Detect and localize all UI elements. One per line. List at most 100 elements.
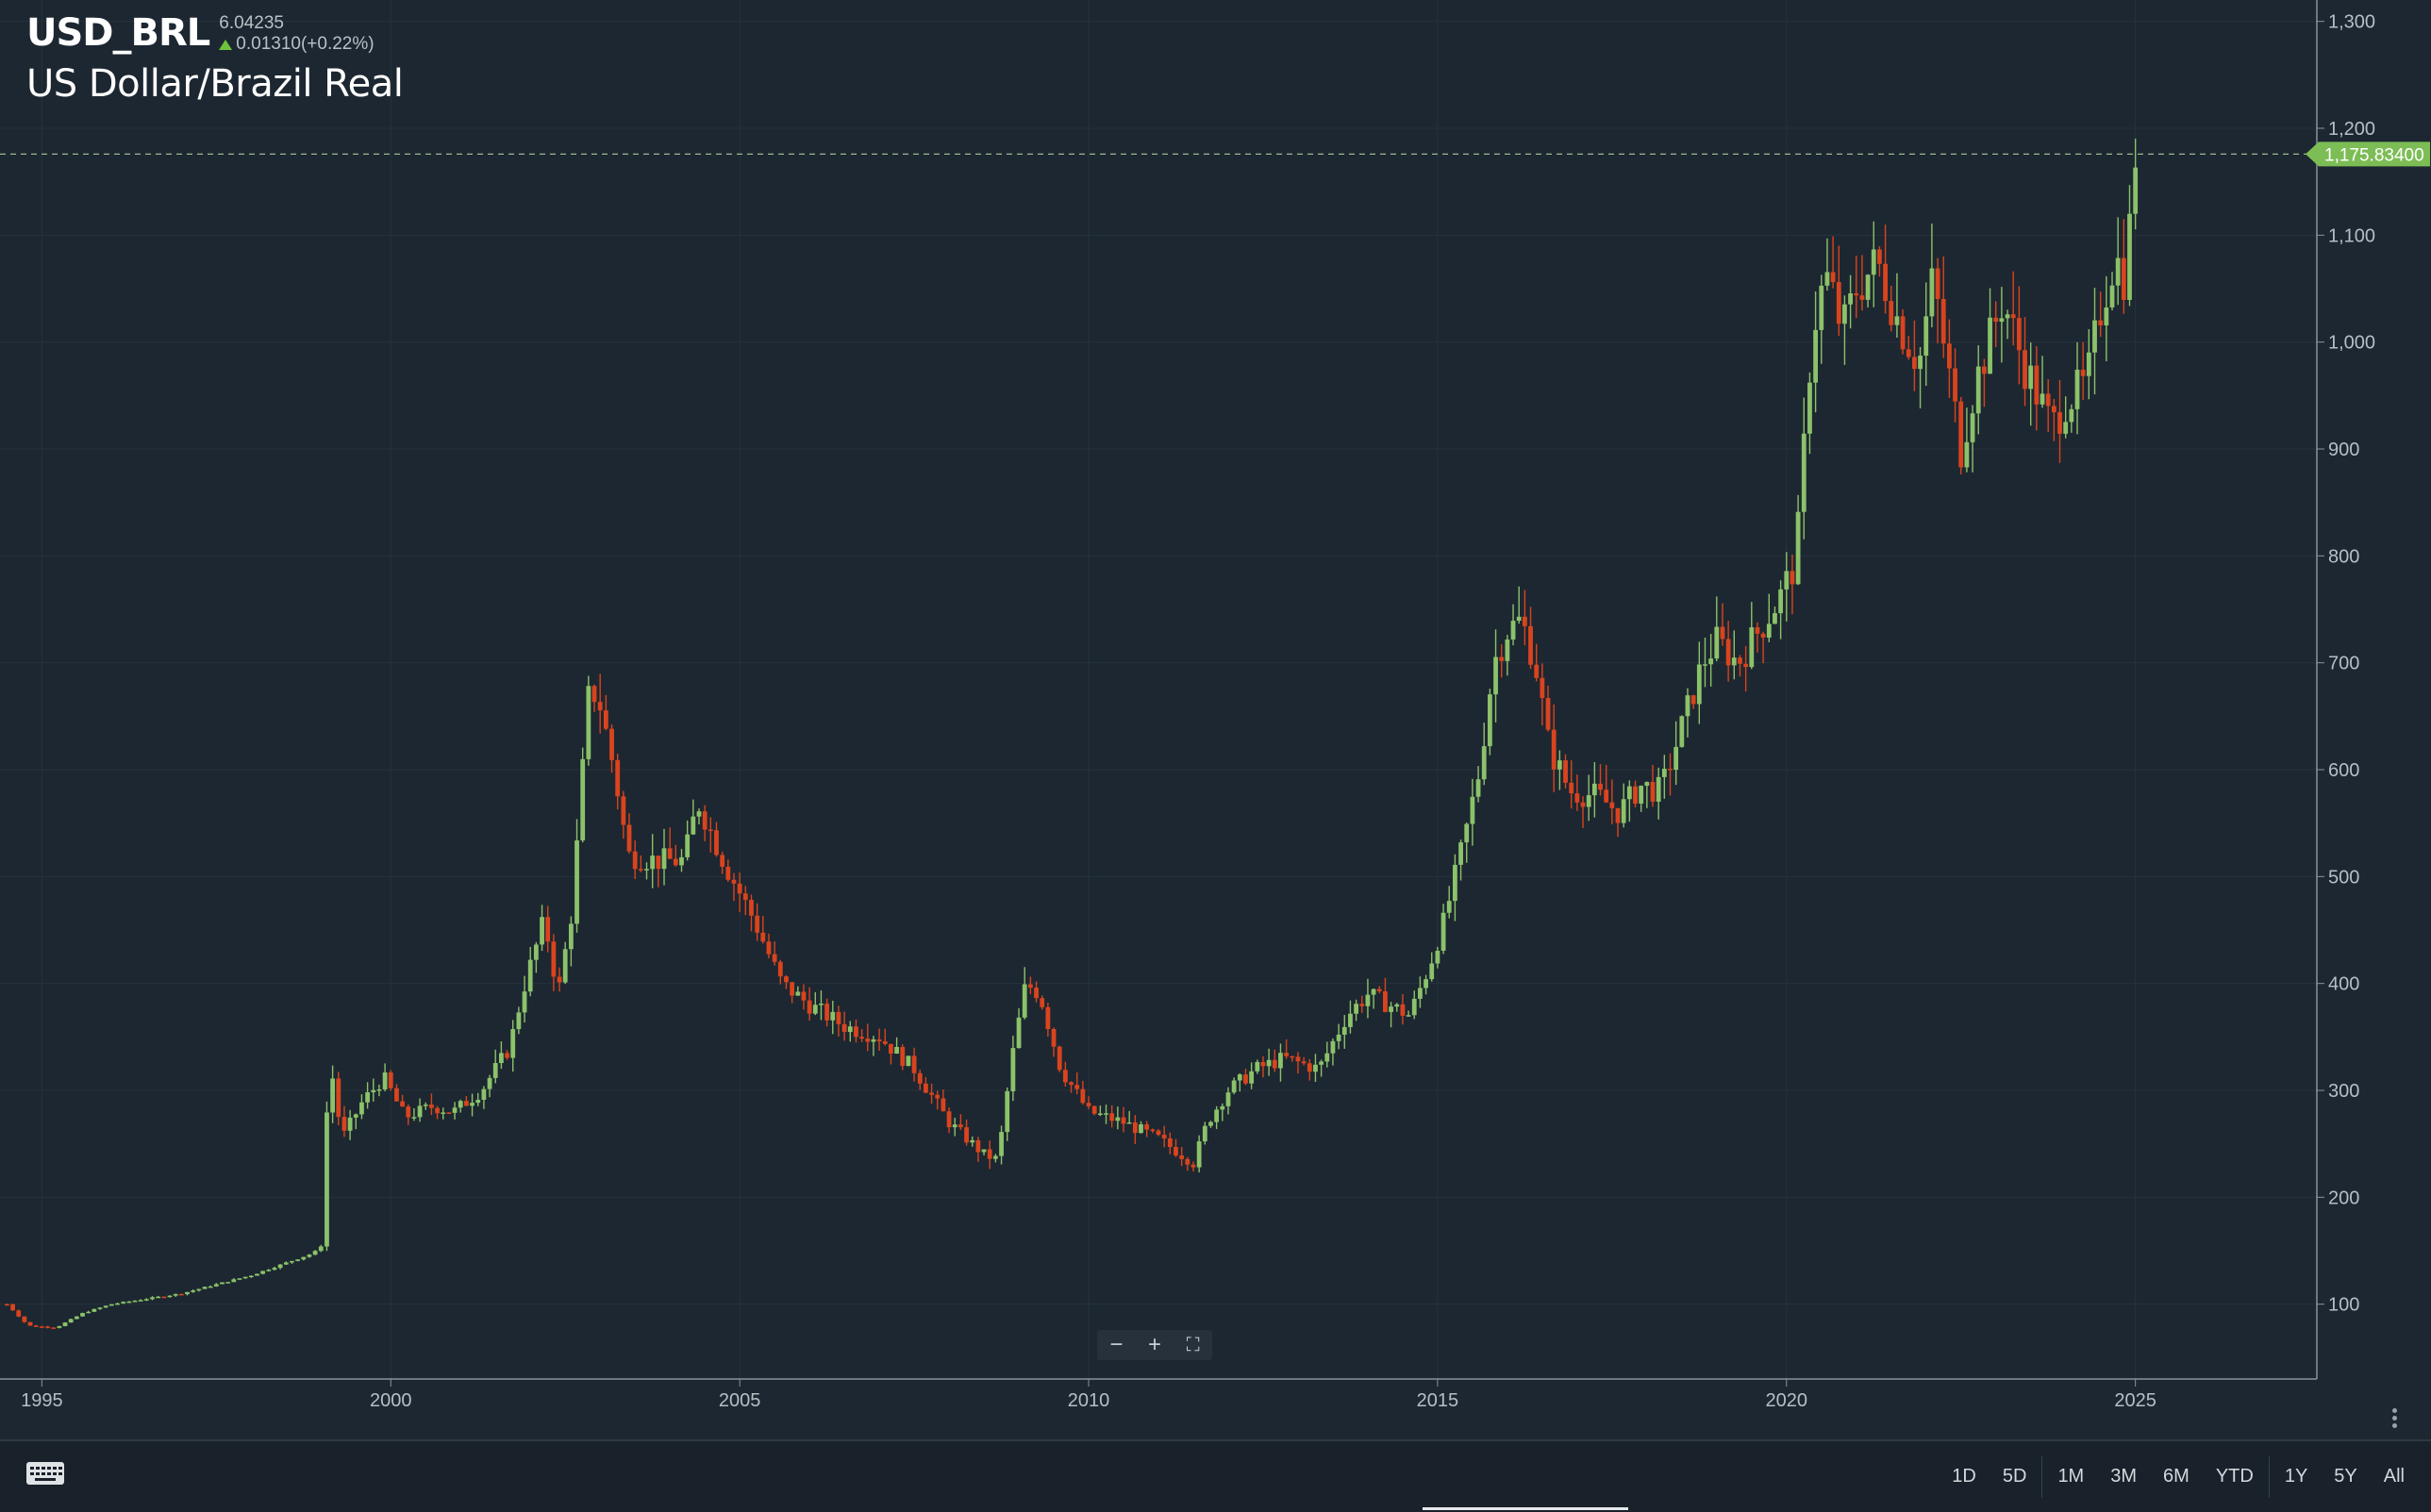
candle-body <box>1022 984 1027 1018</box>
candle-body <box>679 856 684 866</box>
candle-body <box>33 1325 39 1327</box>
candle-body <box>470 1103 475 1106</box>
candle-body <box>1505 639 1510 661</box>
y-tick-label: 1,100 <box>2328 225 2375 246</box>
candle-body <box>295 1259 301 1261</box>
range-button-1y[interactable]: 1Y <box>2284 1466 2308 1487</box>
candle-body <box>1813 329 1819 383</box>
candle-body <box>97 1307 103 1309</box>
candle-body <box>1330 1040 1336 1054</box>
candle-body <box>1656 776 1661 802</box>
candle-body <box>27 1321 33 1326</box>
y-tick-label: 100 <box>2328 1295 2359 1316</box>
y-tick-label: 400 <box>2328 974 2359 995</box>
candle-body <box>1080 1088 1086 1104</box>
range-button-1d[interactable]: 1D <box>1952 1466 1976 1487</box>
range-button-3m[interactable]: 3M <box>2110 1466 2138 1487</box>
candle-body <box>1940 298 1946 344</box>
candle-body <box>1266 1059 1272 1067</box>
candle-body <box>603 710 608 729</box>
candle-body <box>1196 1141 1202 1168</box>
candle-body <box>16 1310 22 1317</box>
price-chart[interactable]: 100 200 300 400 500 600 700 800 900 1,000 1,100 1,2… <box>0 0 2431 1439</box>
candle-body <box>272 1268 277 1271</box>
candle-body <box>1743 663 1749 668</box>
candle-body <box>86 1311 92 1314</box>
candle-body <box>2034 365 2040 405</box>
more-options-icon[interactable] <box>2392 1408 2398 1431</box>
candle-body <box>917 1072 923 1084</box>
candle-body <box>185 1291 190 1295</box>
candle-body <box>2057 412 2062 434</box>
candle-body <box>103 1305 108 1308</box>
candle-body <box>533 944 539 960</box>
candle-body <box>946 1111 952 1128</box>
candle-body <box>626 824 632 852</box>
candle-body <box>2040 393 2045 405</box>
candle-body <box>62 1322 68 1326</box>
candle-body <box>882 1040 888 1044</box>
candle-body <box>1429 963 1435 980</box>
zoom-out-button[interactable]: − <box>1109 1332 1124 1357</box>
candle-body <box>1889 301 1894 325</box>
range-button-all[interactable]: All <box>2383 1466 2405 1487</box>
candle-body <box>423 1105 428 1106</box>
candle-body <box>1731 657 1737 666</box>
candle-body <box>2051 406 2056 413</box>
candle-body <box>812 1005 818 1014</box>
last-price-box <box>2319 141 2430 167</box>
candle-body <box>510 1029 516 1058</box>
zoom-in-button[interactable]: + <box>1148 1332 1162 1357</box>
y-tick-label: 600 <box>2328 760 2359 781</box>
candle-body <box>1126 1122 1132 1124</box>
range-button-6m[interactable]: 6M <box>2163 1466 2190 1487</box>
candle-body <box>1150 1129 1156 1132</box>
range-button-5y[interactable]: 5Y <box>2334 1466 2357 1487</box>
candle-body <box>10 1304 15 1311</box>
candle-body <box>1510 621 1516 640</box>
candle-body <box>1644 782 1650 787</box>
candle-body <box>859 1037 865 1039</box>
last-price-label: 1,175.83400 <box>2324 145 2424 165</box>
candle-body <box>406 1106 411 1118</box>
range-button-ytd[interactable]: YTD <box>2215 1466 2254 1487</box>
candle-body <box>696 811 702 817</box>
candle-body <box>1545 698 1551 730</box>
candle-body <box>1586 795 1591 807</box>
candle-body <box>1650 782 1656 802</box>
candle-body <box>644 869 649 871</box>
candle-body <box>255 1273 259 1276</box>
candle-body <box>318 1246 324 1252</box>
candle-body <box>777 961 783 977</box>
range-button-1m[interactable]: 1M <box>2057 1466 2085 1487</box>
candle-body <box>615 759 621 797</box>
candle-body <box>1778 589 1784 614</box>
candle-body <box>540 917 544 945</box>
candle-body <box>220 1282 225 1285</box>
candle-body <box>1953 368 1957 402</box>
candle-body <box>725 866 731 880</box>
candle-body <box>1284 1053 1290 1056</box>
range-button-5d[interactable]: 5D <box>2002 1466 2027 1487</box>
fullscreen-button[interactable]: ⛶ <box>1186 1335 1200 1355</box>
symbol-label: USD_BRL <box>26 11 210 55</box>
candle-body <box>1440 912 1446 951</box>
candle-body <box>964 1127 969 1143</box>
candle-body <box>371 1089 376 1093</box>
candle-body <box>2104 307 2109 325</box>
candle-body <box>1255 1061 1260 1072</box>
candle-body <box>1185 1158 1191 1165</box>
candle-body <box>1964 441 1970 468</box>
candle-body <box>382 1072 388 1089</box>
y-tick-label: 500 <box>2328 867 2359 888</box>
candle-body <box>1993 317 1999 323</box>
keyboard-icon[interactable] <box>26 1462 64 1485</box>
candle-body <box>1458 842 1463 865</box>
candle-body <box>231 1279 237 1283</box>
chart-header: USD_BRL 6.04235 0.01310(+0.22%) US Dolla… <box>26 11 404 106</box>
candle-body <box>841 1023 847 1033</box>
candle-body <box>115 1303 120 1305</box>
candle-body <box>1696 664 1702 705</box>
candle-body <box>691 816 696 835</box>
candle-body <box>1923 316 1929 357</box>
